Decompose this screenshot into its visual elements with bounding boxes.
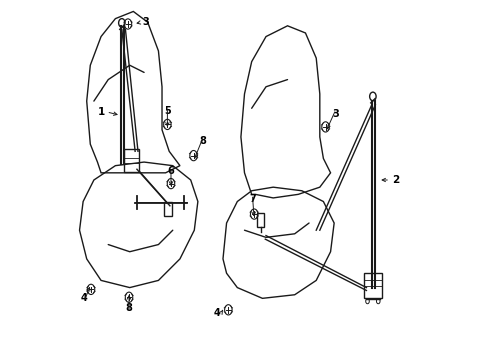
Text: 3: 3 — [332, 109, 339, 119]
Bar — [257, 213, 264, 226]
Bar — [163, 202, 171, 216]
Text: 8: 8 — [200, 136, 206, 146]
Text: 1: 1 — [97, 107, 104, 117]
Text: 7: 7 — [248, 194, 255, 204]
Text: 4: 4 — [213, 308, 220, 318]
Text: 4: 4 — [81, 293, 87, 303]
Text: 6: 6 — [167, 166, 174, 176]
Text: 3: 3 — [142, 17, 149, 27]
Bar — [124, 149, 139, 172]
Text: 2: 2 — [391, 175, 399, 185]
Text: 5: 5 — [163, 106, 170, 116]
Bar — [363, 273, 381, 298]
Text: 8: 8 — [125, 303, 132, 313]
